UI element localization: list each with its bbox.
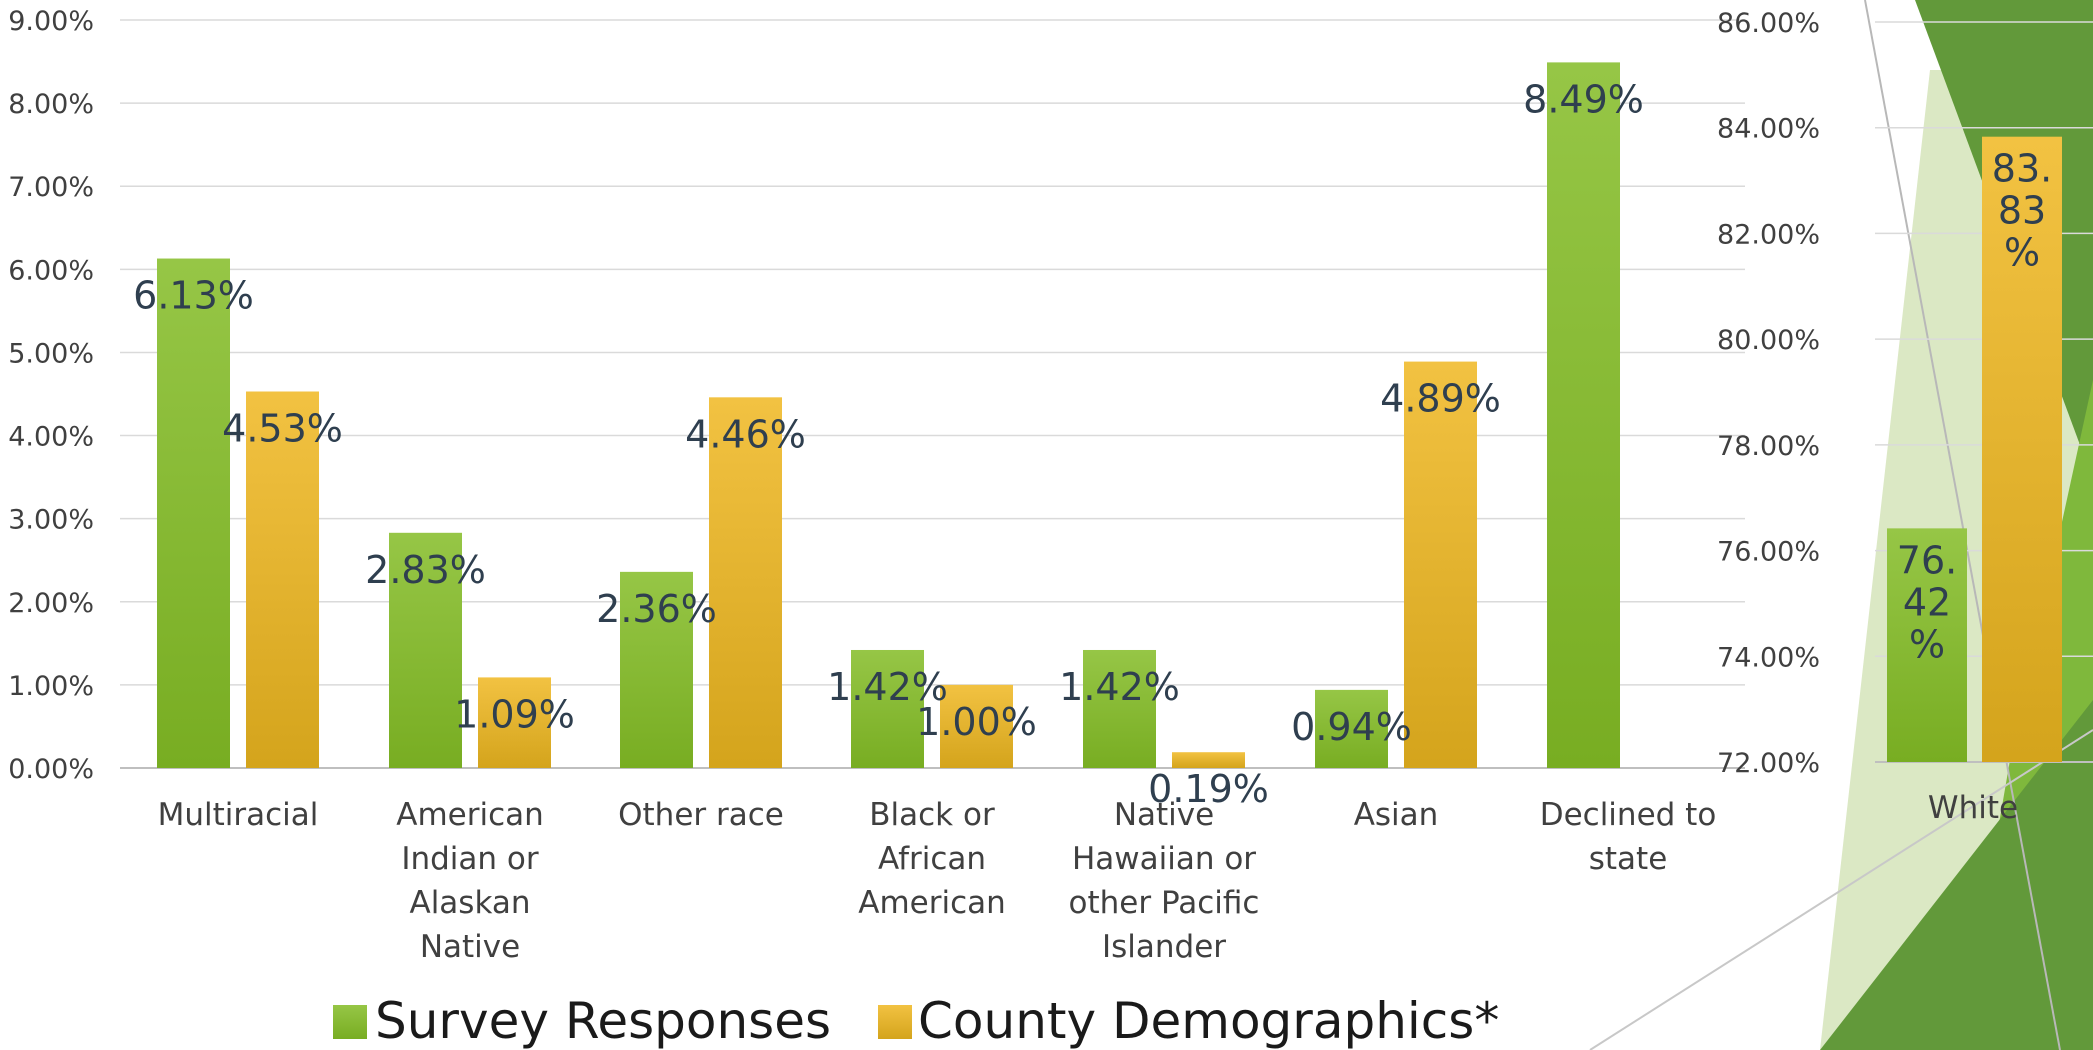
y-tick-label: 6.00% bbox=[8, 255, 94, 286]
right-y-axis: 72.00% 74.00% 76.00% 78.00% 80.00% 82.00% 84.0… bbox=[1717, 8, 1820, 779]
category-label: Declined to bbox=[1540, 797, 1717, 833]
bar-county bbox=[246, 391, 319, 768]
decor-thin-line-b bbox=[1589, 729, 2093, 1050]
y-tick-label: 84.00% bbox=[1717, 114, 1820, 145]
y-tick-label: 0.00% bbox=[8, 754, 94, 785]
category-label: Multiracial bbox=[158, 797, 319, 833]
data-label: 0.94% bbox=[1291, 705, 1412, 749]
left-chart: 0.00% 1.00% 2.00% 3.00% 4.00% 5.00% 6.00% 7.00%… bbox=[8, 6, 1745, 965]
category-label: Alaskan bbox=[409, 885, 530, 921]
left-y-axis: 0.00% 1.00% 2.00% 3.00% 4.00% 5.00% 6.00% 7.00%… bbox=[8, 6, 94, 785]
y-tick-label: 3.00% bbox=[8, 505, 94, 536]
data-label: 2.36% bbox=[596, 587, 717, 631]
y-tick-label: 4.00% bbox=[8, 422, 94, 453]
data-label: 1.00% bbox=[916, 700, 1037, 744]
y-tick-label: 9.00% bbox=[8, 6, 94, 37]
data-label: 8.49% bbox=[1523, 77, 1644, 121]
y-tick-label: 7.00% bbox=[8, 172, 94, 203]
bar-county bbox=[1172, 752, 1245, 768]
data-label: 83. bbox=[1992, 147, 2052, 191]
y-tick-label: 86.00% bbox=[1717, 8, 1820, 39]
data-label: % bbox=[2004, 231, 2040, 275]
category-label: Hawaiian or bbox=[1072, 841, 1256, 877]
data-label: 76. bbox=[1897, 538, 1957, 582]
bar-survey bbox=[620, 571, 693, 768]
category-label: Indian or bbox=[401, 841, 539, 877]
legend-swatch-county bbox=[878, 1005, 912, 1039]
right-bars bbox=[1887, 136, 2062, 762]
y-tick-label: 74.00% bbox=[1717, 642, 1820, 673]
legend-swatch-survey bbox=[333, 1005, 367, 1039]
right-data-labels: 76.42% 83.83% bbox=[1897, 147, 2052, 667]
category-label: Black or bbox=[869, 797, 995, 833]
y-tick-label: 76.00% bbox=[1717, 537, 1820, 568]
bar-survey bbox=[851, 649, 924, 768]
category-label: American bbox=[858, 885, 1006, 921]
data-label: 42 bbox=[1903, 580, 1951, 624]
category-label: White bbox=[1928, 790, 2018, 826]
bar-county bbox=[1982, 136, 2062, 762]
category-label: other Pacific bbox=[1069, 885, 1260, 921]
category-label: state bbox=[1589, 841, 1668, 877]
category-label: Other race bbox=[618, 797, 784, 833]
bar-county bbox=[709, 397, 782, 768]
right-x-axis: White bbox=[1928, 790, 2018, 826]
bar-county bbox=[1404, 361, 1477, 768]
data-label: 0.19% bbox=[1148, 767, 1269, 811]
category-label: American bbox=[396, 797, 544, 833]
right-chart: 72.00% 74.00% 76.00% 78.00% 80.00% 82.00% 84.0… bbox=[1717, 8, 2093, 826]
category-label: African bbox=[878, 841, 986, 877]
category-label: Islander bbox=[1102, 929, 1226, 965]
data-label: 83 bbox=[1998, 189, 2046, 233]
left-bars bbox=[157, 62, 1620, 769]
data-label: 6.13% bbox=[133, 274, 254, 318]
y-tick-label: 1.00% bbox=[8, 671, 94, 702]
left-x-axis: Multiracial American Indian or Alaskan Nativ… bbox=[158, 797, 1717, 965]
data-label: % bbox=[1909, 622, 1945, 666]
legend-label-survey: Survey Responses bbox=[375, 992, 831, 1050]
category-label: Asian bbox=[1354, 797, 1439, 833]
y-tick-label: 78.00% bbox=[1717, 431, 1820, 462]
legend-label-county: County Demographics* bbox=[918, 992, 1499, 1050]
data-label: 1.42% bbox=[1059, 665, 1180, 709]
bar-survey bbox=[1083, 649, 1156, 768]
y-tick-label: 82.00% bbox=[1717, 219, 1820, 250]
y-tick-label: 80.00% bbox=[1717, 325, 1820, 356]
bar-county bbox=[940, 684, 1013, 768]
decor-thin-line-a bbox=[1864, 0, 2061, 1050]
category-label: Native bbox=[420, 929, 520, 965]
data-label: 2.83% bbox=[365, 548, 486, 592]
category-label: Native bbox=[1114, 797, 1214, 833]
y-tick-label: 2.00% bbox=[8, 588, 94, 619]
decor-dark-triangle-bottom bbox=[1820, 700, 2093, 1050]
bar-survey bbox=[1315, 689, 1388, 768]
legend: Survey Responses County Demographics* bbox=[333, 992, 1499, 1050]
data-label: 1.42% bbox=[827, 665, 948, 709]
bar-survey bbox=[157, 258, 230, 768]
y-tick-label: 5.00% bbox=[8, 338, 94, 369]
data-label: 1.09% bbox=[454, 692, 575, 736]
left-gridlines bbox=[120, 19, 1745, 769]
data-label: 4.46% bbox=[685, 412, 806, 456]
data-label: 4.53% bbox=[222, 407, 343, 451]
bar-survey bbox=[1547, 62, 1620, 769]
y-tick-label: 72.00% bbox=[1717, 748, 1820, 779]
left-data-labels: 6.13%4.53%2.83%1.09%2.36%4.46%1.42%1.00%… bbox=[133, 77, 1644, 811]
bar-survey bbox=[389, 532, 462, 768]
bar-survey bbox=[1887, 528, 1967, 762]
data-label: 4.89% bbox=[1380, 377, 1501, 421]
bar-county bbox=[478, 677, 551, 768]
y-tick-label: 8.00% bbox=[8, 89, 94, 120]
